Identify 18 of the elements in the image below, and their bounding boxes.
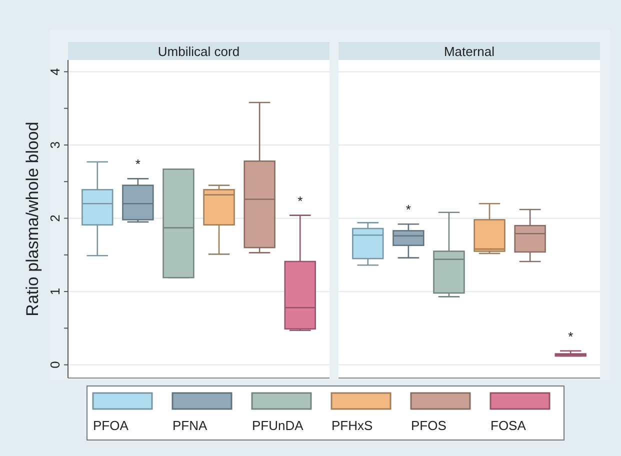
y-axis-title: Ratio plasma/whole blood [23, 122, 42, 316]
x-tick-label: Umbilical cord [158, 44, 240, 59]
legend-label: FOSA [490, 418, 526, 433]
legend-label: PFNA [172, 418, 208, 433]
annotation: * [298, 193, 303, 208]
y-tick-label: 2 [48, 214, 63, 222]
annotation: * [568, 328, 574, 344]
y-tick-label: 0 [48, 361, 63, 368]
x-tick-label: Maternal [444, 44, 495, 59]
annotation: * [135, 156, 140, 172]
y-tick-label: 4 [48, 68, 63, 76]
annotation: * [406, 202, 411, 218]
legend-label: PFOA [93, 418, 129, 433]
y-tick-label: 3 [48, 141, 63, 149]
y-tick-label: 1 [48, 288, 63, 296]
legend-label: PFOS [411, 418, 447, 433]
legend-label: PFUnDA [252, 418, 304, 433]
legend-label: PFHxS [332, 418, 373, 433]
